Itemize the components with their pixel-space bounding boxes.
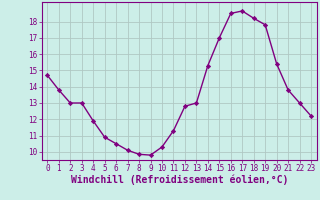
X-axis label: Windchill (Refroidissement éolien,°C): Windchill (Refroidissement éolien,°C) [70,175,288,185]
